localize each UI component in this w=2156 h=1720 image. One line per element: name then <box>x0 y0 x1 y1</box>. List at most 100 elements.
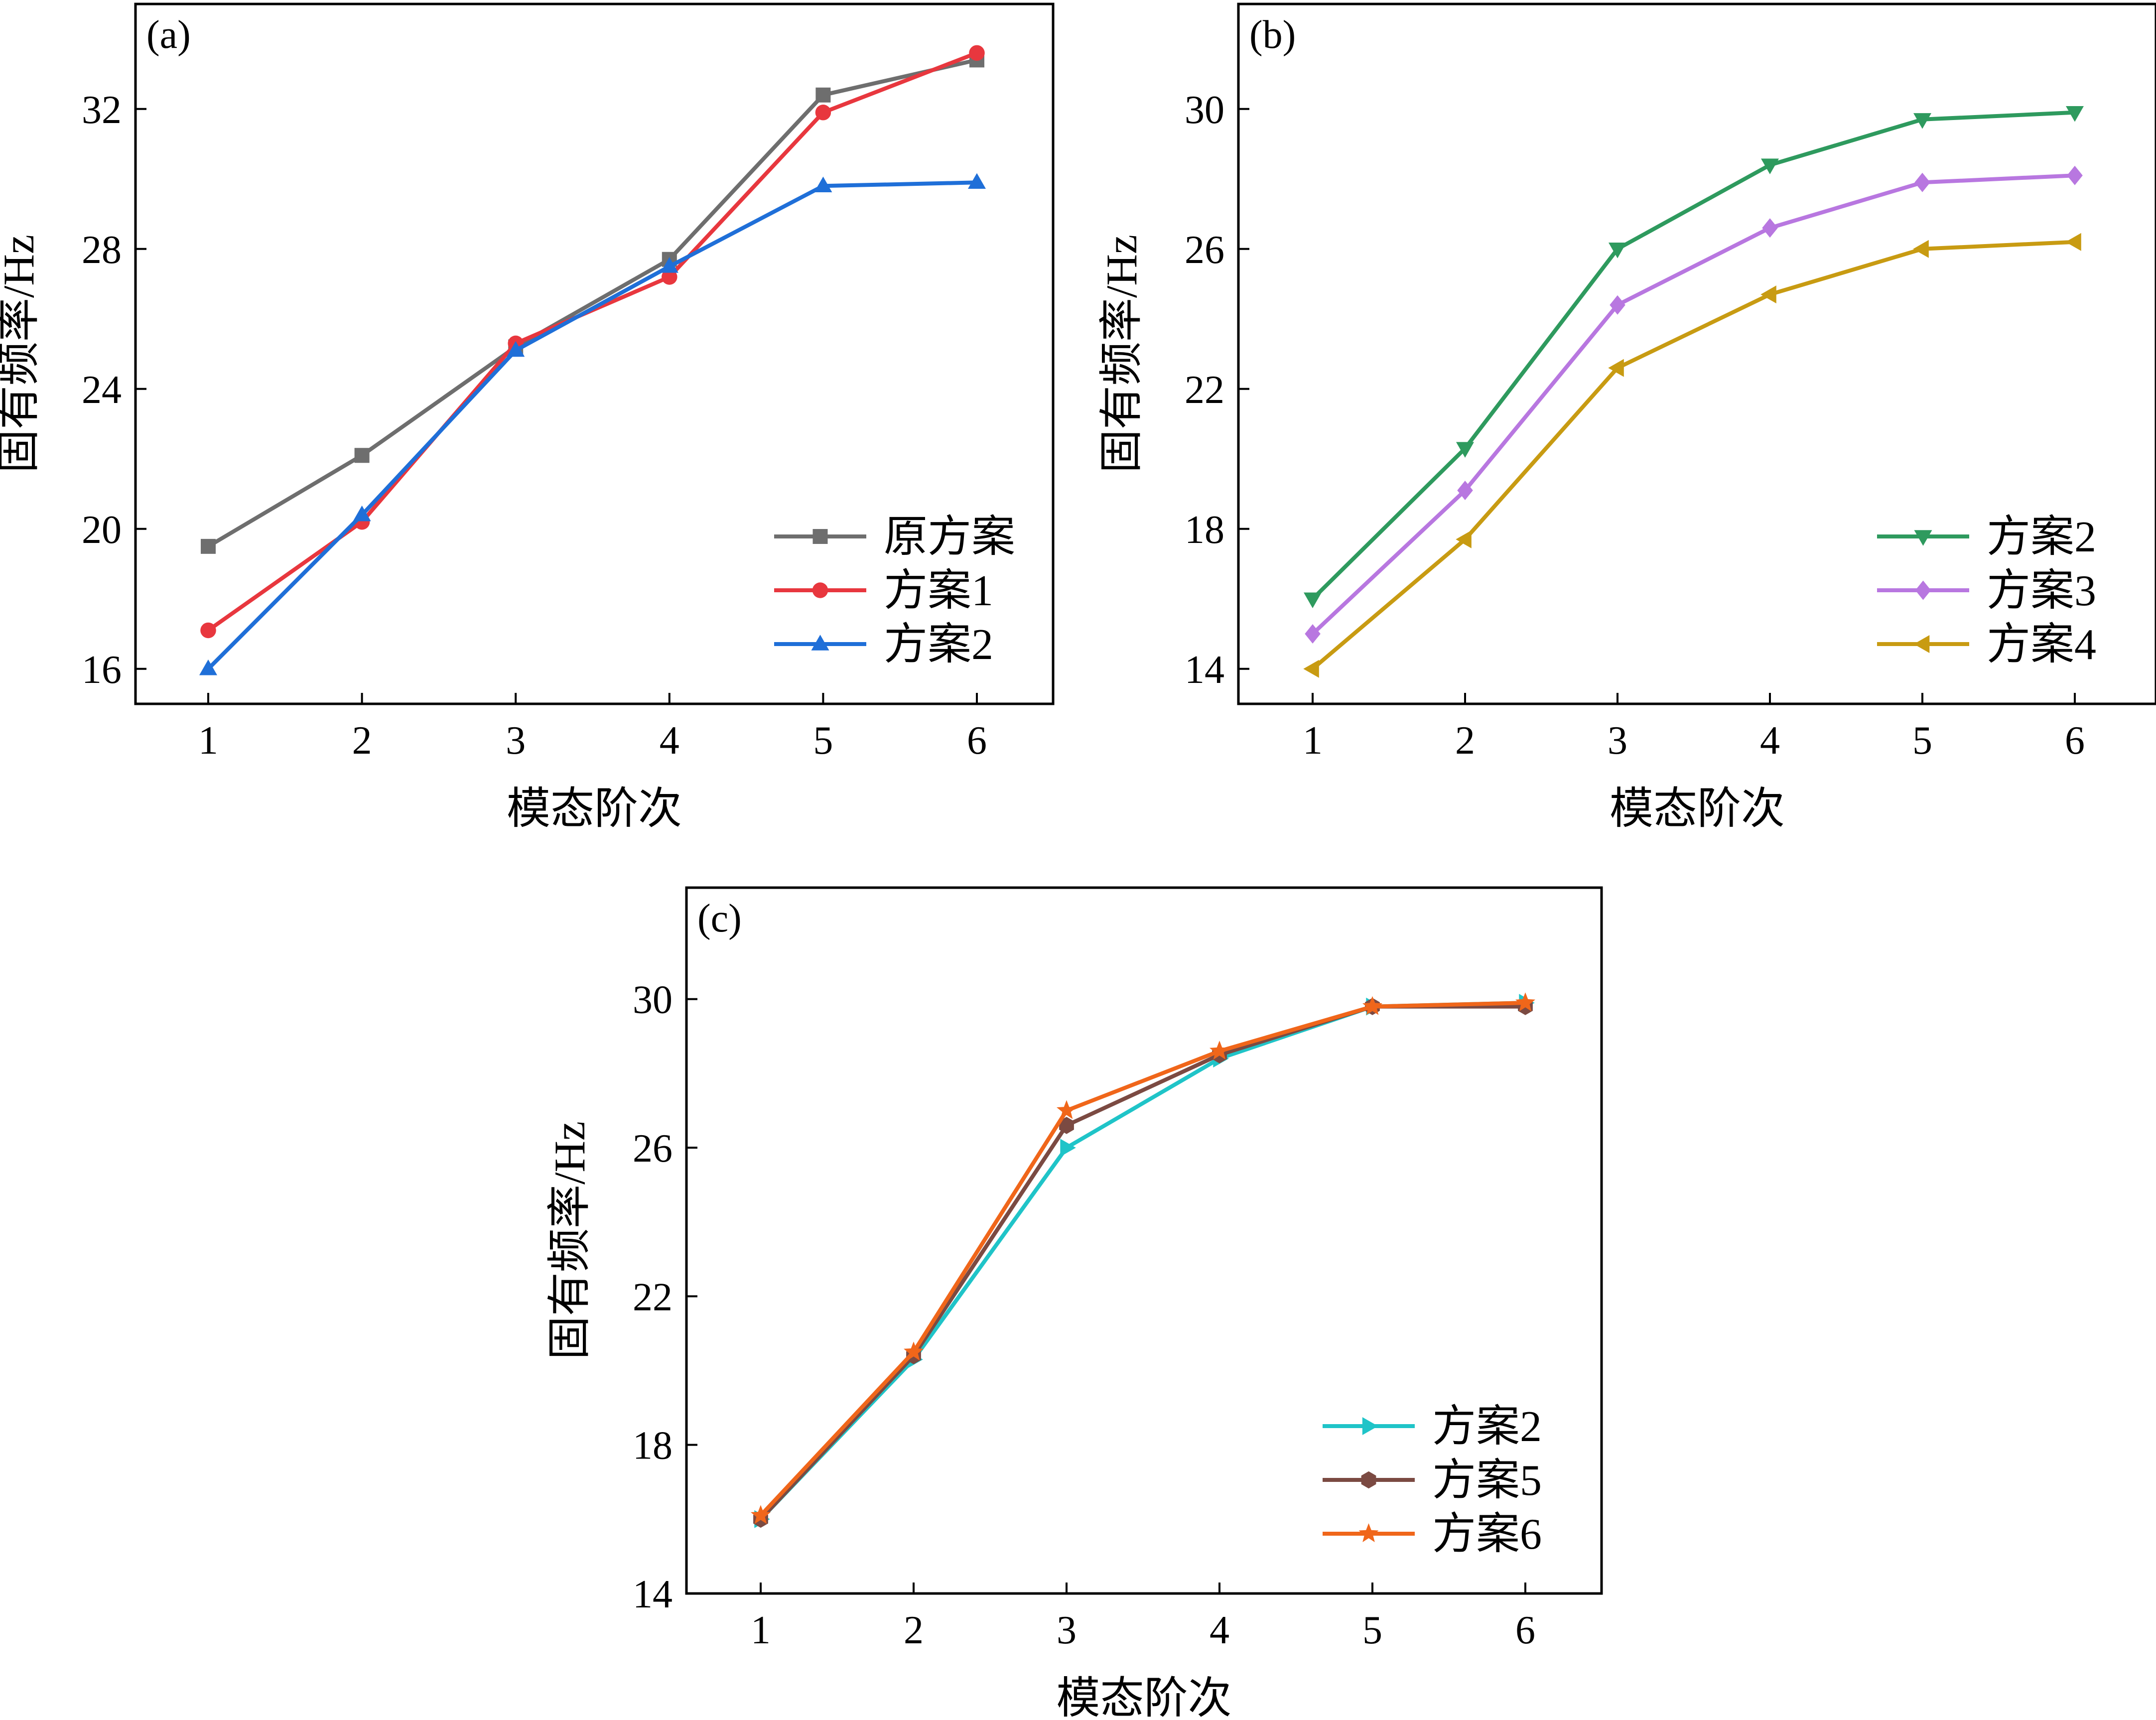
x-tick-label: 4 <box>660 719 679 763</box>
series-1 <box>1305 165 2083 644</box>
legend-item: 方案1 <box>774 567 993 615</box>
data-point <box>353 505 371 522</box>
data-point <box>1305 624 1321 644</box>
x-tick-label: 3 <box>506 719 526 763</box>
chart-panel-1: 14 18 22 26 30 1 2 3 4 5 6 模态阶次 固有频率/Hz (b) 方案2 方案3 方案4 <box>1098 2 2156 833</box>
data-point <box>1762 218 1778 238</box>
legend-label: 方案2 <box>884 621 993 669</box>
legend-marker <box>812 529 828 544</box>
panel-tag: (c) <box>697 897 742 940</box>
y-tick-label: 16 <box>82 648 122 692</box>
data-point <box>2067 165 2083 185</box>
data-point <box>1760 285 1776 304</box>
data-point <box>1761 158 1779 174</box>
legend-label: 方案6 <box>1432 1510 1542 1559</box>
y-tick-label: 18 <box>633 1424 673 1468</box>
data-point <box>1060 1139 1076 1157</box>
legend-item: 方案3 <box>1877 567 2096 615</box>
legend-marker <box>1913 635 1930 653</box>
series-2 <box>199 173 986 675</box>
data-point <box>660 257 678 273</box>
legend-item: 方案2 <box>1877 513 2096 561</box>
data-point <box>354 448 370 463</box>
legend-marker <box>1361 1471 1376 1489</box>
y-tick-label: 22 <box>633 1275 673 1319</box>
y-tick-label: 30 <box>1185 88 1224 132</box>
series-2 <box>1303 233 2081 678</box>
series-line <box>207 58 977 548</box>
legend-marker <box>1914 530 1932 546</box>
data-point <box>1609 243 1626 259</box>
x-tick-label: 2 <box>904 1608 924 1652</box>
y-tick-label: 28 <box>82 228 122 272</box>
chart-panel-2: 14 18 22 26 30 1 2 3 4 5 6 模态阶次 固有频率/Hz (c) 方案2 方案5 方案6 <box>546 886 1603 1720</box>
series-line <box>1311 173 2075 636</box>
legend-marker <box>1358 1523 1379 1542</box>
data-point <box>2066 106 2084 122</box>
legend-label: 方案1 <box>884 567 993 615</box>
y-tick-label: 26 <box>1185 228 1224 272</box>
legend-item: 方案2 <box>774 621 993 669</box>
data-point <box>1913 113 1931 129</box>
y-axis-label: 固有频率/Hz <box>0 235 43 473</box>
legend-item: 方案4 <box>1877 621 2096 669</box>
legend-marker <box>811 635 829 651</box>
x-tick-label: 3 <box>1057 1608 1077 1652</box>
plot-frame <box>1237 2 2156 705</box>
x-tick-label: 5 <box>1912 719 1932 763</box>
x-tick-label: 5 <box>1362 1608 1382 1652</box>
data-point <box>1456 530 1472 548</box>
x-tick-label: 4 <box>1210 1608 1229 1652</box>
series-line <box>1311 110 2075 601</box>
legend-item: 方案6 <box>1323 1510 1542 1559</box>
x-tick-label: 1 <box>198 719 218 763</box>
series-line <box>759 1001 1526 1517</box>
legend-label: 方案4 <box>1987 621 2096 669</box>
x-tick-label: 2 <box>352 719 372 763</box>
y-tick-label: 22 <box>1185 368 1224 412</box>
legend-item: 原方案 <box>774 513 1015 561</box>
data-point <box>1457 481 1473 500</box>
panel-tag: (b) <box>1249 13 1296 57</box>
y-tick-label: 30 <box>633 978 673 1022</box>
data-point <box>1362 996 1382 1015</box>
series-0 <box>754 994 1535 1528</box>
plot-frame <box>685 886 1603 1595</box>
data-point <box>1210 1041 1229 1060</box>
data-point <box>815 105 831 121</box>
x-tick-label: 3 <box>1608 719 1627 763</box>
data-point <box>904 1341 924 1361</box>
data-point <box>1304 592 1322 608</box>
x-tick-label: 1 <box>1303 719 1323 763</box>
data-point <box>1608 359 1624 377</box>
data-point <box>751 1505 771 1524</box>
y-tick-label: 26 <box>633 1127 673 1171</box>
legend-label: 原方案 <box>884 513 1015 561</box>
x-tick-label: 4 <box>1760 719 1780 763</box>
data-point <box>1059 1117 1074 1134</box>
data-point <box>201 538 216 554</box>
x-tick-label: 2 <box>1455 719 1475 763</box>
data-point <box>814 176 832 192</box>
legend-label: 方案2 <box>1432 1403 1542 1451</box>
x-tick-label: 1 <box>751 1608 771 1652</box>
data-point <box>815 87 831 103</box>
legend-marker <box>1362 1417 1378 1435</box>
y-tick-label: 18 <box>1185 508 1224 552</box>
series-2 <box>751 992 1535 1524</box>
data-point <box>969 45 985 61</box>
y-tick-label: 24 <box>82 368 122 412</box>
x-tick-label: 6 <box>967 719 987 763</box>
y-tick-label: 14 <box>1185 648 1224 692</box>
series-line <box>207 51 978 632</box>
legend-label: 方案2 <box>1987 513 2096 561</box>
data-point <box>200 622 216 639</box>
legend-item: 方案2 <box>1323 1403 1542 1451</box>
data-point <box>1057 1100 1077 1119</box>
x-tick-label: 5 <box>813 719 833 763</box>
legend-marker <box>1915 580 1931 600</box>
series-line <box>207 180 977 670</box>
data-point <box>1914 172 1930 192</box>
